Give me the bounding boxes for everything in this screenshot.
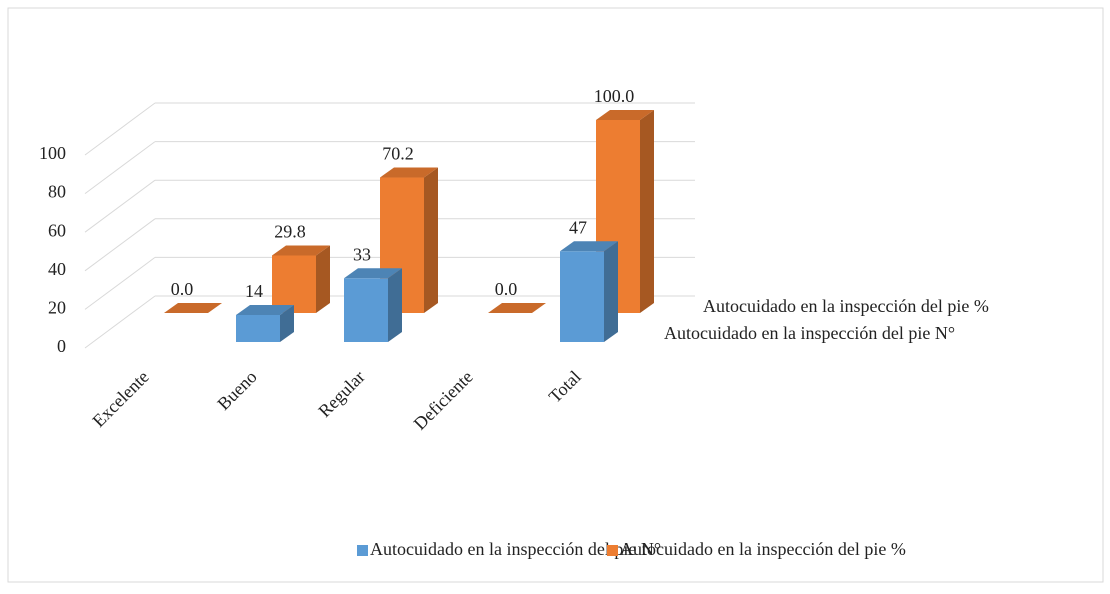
y-tick-label: 80 xyxy=(48,182,66,202)
data-label: 47 xyxy=(569,217,587,237)
bar xyxy=(236,304,294,342)
bar-front xyxy=(344,278,388,342)
bar xyxy=(164,303,222,313)
depth-axis-label: Autocuidado en la inspección del pie % xyxy=(703,296,989,316)
legend-label: Autocuidado en la inspección del pie % xyxy=(620,539,906,559)
bar-top xyxy=(560,241,618,252)
grid-line xyxy=(84,102,156,156)
y-tick-label: 40 xyxy=(48,259,66,279)
bar-front xyxy=(236,314,280,342)
legend-swatch xyxy=(607,545,618,556)
bar-front xyxy=(560,251,604,342)
bar-top xyxy=(164,303,222,313)
bar-top xyxy=(344,268,402,279)
depth-axis-label: Autocuidado en la inspección del pie N° xyxy=(664,323,955,343)
bar-side xyxy=(640,110,654,313)
legend-label: Autocuidado en la inspección del pie N° xyxy=(370,539,661,559)
chart-frame xyxy=(7,7,1104,583)
data-label: 29.8 xyxy=(274,222,306,242)
data-label: 33 xyxy=(353,244,371,264)
data-label: 0.0 xyxy=(495,279,518,299)
grid-line xyxy=(84,256,156,310)
bar xyxy=(560,241,618,342)
bar xyxy=(272,245,330,313)
data-label: 100.0 xyxy=(594,86,635,106)
bar-top xyxy=(236,304,294,315)
bar xyxy=(344,268,402,342)
y-tick-label: 60 xyxy=(48,220,66,240)
bar-top xyxy=(272,245,330,256)
bar-side xyxy=(280,304,294,342)
y-tick-label: 20 xyxy=(48,298,66,318)
bar-top xyxy=(596,110,654,120)
data-label: 14 xyxy=(245,281,263,301)
bar-front xyxy=(272,255,316,313)
bar-top xyxy=(488,303,546,313)
grid-line xyxy=(84,179,156,233)
legend-swatch xyxy=(357,545,368,556)
bar-side xyxy=(316,245,330,313)
data-label: 70.2 xyxy=(382,144,414,164)
y-tick-label: 100 xyxy=(39,143,66,163)
bar-side xyxy=(424,167,438,313)
data-label: 0.0 xyxy=(171,279,194,299)
bar xyxy=(488,303,546,313)
bar-side xyxy=(388,268,402,342)
bar-top xyxy=(380,167,438,178)
grid-line xyxy=(84,295,156,349)
grid-line xyxy=(84,218,156,272)
y-tick-label: 0 xyxy=(57,336,66,356)
bar-side xyxy=(604,241,618,342)
grid-line xyxy=(84,141,156,195)
